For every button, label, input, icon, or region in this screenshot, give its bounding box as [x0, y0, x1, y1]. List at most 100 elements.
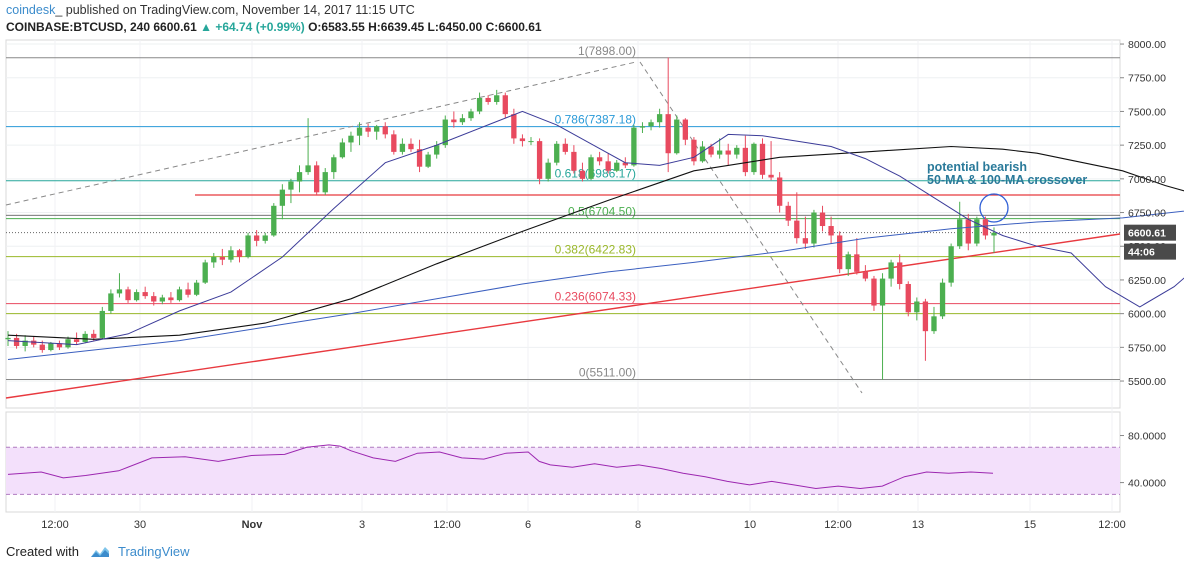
author-name[interactable]: coindesk — [6, 3, 56, 17]
candle-body — [725, 150, 731, 155]
tradingview-logo-icon — [90, 547, 109, 557]
rsi-tick-label: 80.0000 — [1128, 431, 1166, 443]
candle-body — [648, 122, 654, 127]
candle-body — [5, 337, 11, 340]
candle-body — [382, 126, 388, 135]
candle-body — [116, 289, 123, 294]
price-panel-border — [5, 39, 1121, 409]
candle-body — [56, 343, 63, 348]
candle-body — [605, 161, 611, 171]
candle-body — [253, 235, 260, 241]
candle-body — [631, 127, 637, 166]
candle-body — [391, 134, 397, 152]
publish-info: coindesk_ published on TradingView.com, … — [6, 3, 415, 17]
candle-body — [442, 119, 448, 146]
candle-body — [734, 147, 740, 155]
candle-body — [125, 289, 131, 301]
price-badge-label: 44:06 — [1128, 247, 1155, 259]
fib-level-label: 1(7898.00) — [578, 44, 636, 58]
candle-body — [614, 162, 620, 171]
candle-body — [708, 146, 714, 155]
candle-body — [133, 292, 140, 301]
y-tick-label: 8000.00 — [1128, 39, 1166, 51]
fib-level-label: 0.786(7387.18) — [555, 113, 636, 127]
candle-body — [948, 246, 954, 283]
price-badge-label: 6600.61 — [1128, 228, 1166, 240]
x-tick-label: 30 — [134, 519, 146, 531]
candle-body — [794, 220, 800, 239]
candle-body — [931, 316, 937, 332]
candle-body — [271, 205, 277, 236]
candle-body — [459, 118, 466, 123]
candle-body — [716, 150, 723, 155]
candle-body — [159, 297, 165, 302]
candle-body — [151, 296, 157, 302]
y-tick-label: 7000.00 — [1128, 174, 1166, 186]
candle-body — [519, 138, 526, 142]
y-tick-label: 5750.00 — [1128, 342, 1166, 354]
candle-body — [545, 162, 551, 179]
candle-body — [296, 172, 303, 182]
x-tick-label: 15 — [1024, 519, 1036, 531]
tradingview-link[interactable]: TradingView — [118, 544, 190, 559]
candle-body — [408, 143, 414, 150]
candle-body — [108, 293, 114, 311]
candle-body — [73, 339, 80, 342]
ma100-line — [7, 210, 1184, 360]
candles — [5, 57, 997, 380]
fib-level-label: 0.236(6074.33) — [555, 290, 636, 304]
candle-body — [348, 135, 354, 143]
candle-body — [434, 145, 440, 155]
ohlc-open: O:6583.55 — [308, 20, 365, 34]
candle-body — [596, 157, 603, 162]
candle-body — [802, 238, 809, 244]
candle-body — [65, 339, 71, 348]
candle-body — [588, 157, 594, 179]
fib-level-label: 0(5511.00) — [579, 366, 636, 380]
candle-body — [236, 250, 243, 258]
axes: 8000.00 7750.00 7500.00 7250.00 7000.00 6750.… — [41, 39, 1176, 531]
rsi-line — [7, 444, 994, 490]
candle-body — [965, 219, 971, 244]
x-tick-label: 12:00 — [433, 519, 461, 531]
annotation-line2: 50-MA & 100-MA crossover — [927, 173, 1087, 187]
candle-body — [888, 262, 894, 279]
ma-short-line — [7, 110, 1184, 346]
y-tick-label: 5500.00 — [1128, 376, 1166, 388]
candle-body — [365, 127, 371, 132]
candle-body — [974, 219, 980, 244]
candle-body — [897, 262, 903, 284]
candle-body — [476, 97, 483, 112]
x-tick-label: 6 — [525, 519, 531, 531]
candle-body — [837, 235, 843, 270]
candle-body — [356, 127, 363, 136]
rsi-band — [6, 447, 1120, 495]
fib-level-label: 0.382(6422.83) — [555, 243, 636, 257]
candle-body — [922, 301, 929, 332]
candle-body — [314, 165, 320, 193]
candle-body — [759, 143, 766, 175]
symbol-legend: COINBASE:BTCUSD, 240 6600.61 ▲ +64.74 (+… — [6, 20, 542, 34]
candle-body — [682, 119, 688, 140]
x-tick-label: 8 — [635, 519, 641, 531]
y-tick-label: 6750.00 — [1128, 208, 1166, 220]
candle-body — [451, 119, 457, 123]
rising-trendline — [5, 233, 1121, 399]
candle-body — [193, 282, 200, 295]
price-change: ▲ +64.74 (+0.99%) — [200, 20, 305, 34]
candle-body — [202, 262, 208, 283]
candle-body — [322, 172, 328, 193]
candle-body — [742, 147, 749, 173]
moving-averages — [7, 110, 1184, 360]
ohlc-low: L:6450.00 — [427, 20, 483, 34]
ohlc-close: C:6600.61 — [485, 20, 542, 34]
candle-body — [562, 143, 568, 152]
candle-body — [528, 141, 534, 143]
price-badge — [1124, 243, 1176, 260]
x-tick-label: 10 — [744, 519, 756, 531]
candle-body — [914, 301, 920, 313]
candle-body — [622, 162, 628, 166]
candle-body — [768, 174, 774, 178]
y-tick-label: 7500.00 — [1128, 106, 1166, 118]
